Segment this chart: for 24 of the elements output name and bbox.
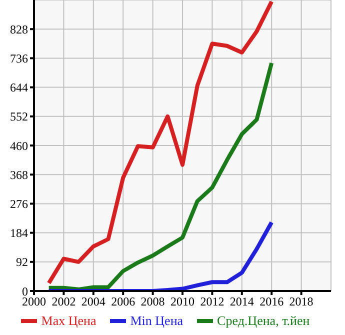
y-tick-label: 736 — [10, 51, 28, 66]
x-tick-label: 2010 — [170, 294, 194, 309]
line-series — [46, 220, 274, 291]
x-tick-label: 2004 — [81, 294, 106, 309]
x-tick-label: 2018 — [289, 294, 314, 309]
x-tick-label: 2014 — [230, 294, 254, 309]
legend-label: Min Цена — [129, 313, 184, 329]
y-tick-label: 368 — [10, 168, 28, 182]
y-tick-label: 828 — [10, 22, 28, 36]
x-tick-label: 2012 — [200, 294, 224, 309]
y-tick-label: 184 — [10, 226, 28, 240]
x-tick-label: 2002 — [52, 294, 76, 309]
line-series — [46, 0, 274, 286]
line-series — [46, 60, 274, 291]
y-tick-label: 276 — [10, 196, 28, 211]
y-tick-label: 552 — [10, 110, 28, 124]
legend-label: Сред.Цена, т.йен — [216, 313, 310, 329]
legend-label: Max Цена — [40, 313, 96, 329]
y-tick-label: 92 — [16, 255, 28, 270]
x-tick-label: 2006 — [111, 294, 136, 309]
x-tick-label: 2016 — [260, 294, 284, 309]
y-tick-label: 644 — [10, 80, 28, 95]
x-tick-label: 2008 — [140, 294, 165, 309]
y-tick-label: 460 — [10, 138, 28, 153]
